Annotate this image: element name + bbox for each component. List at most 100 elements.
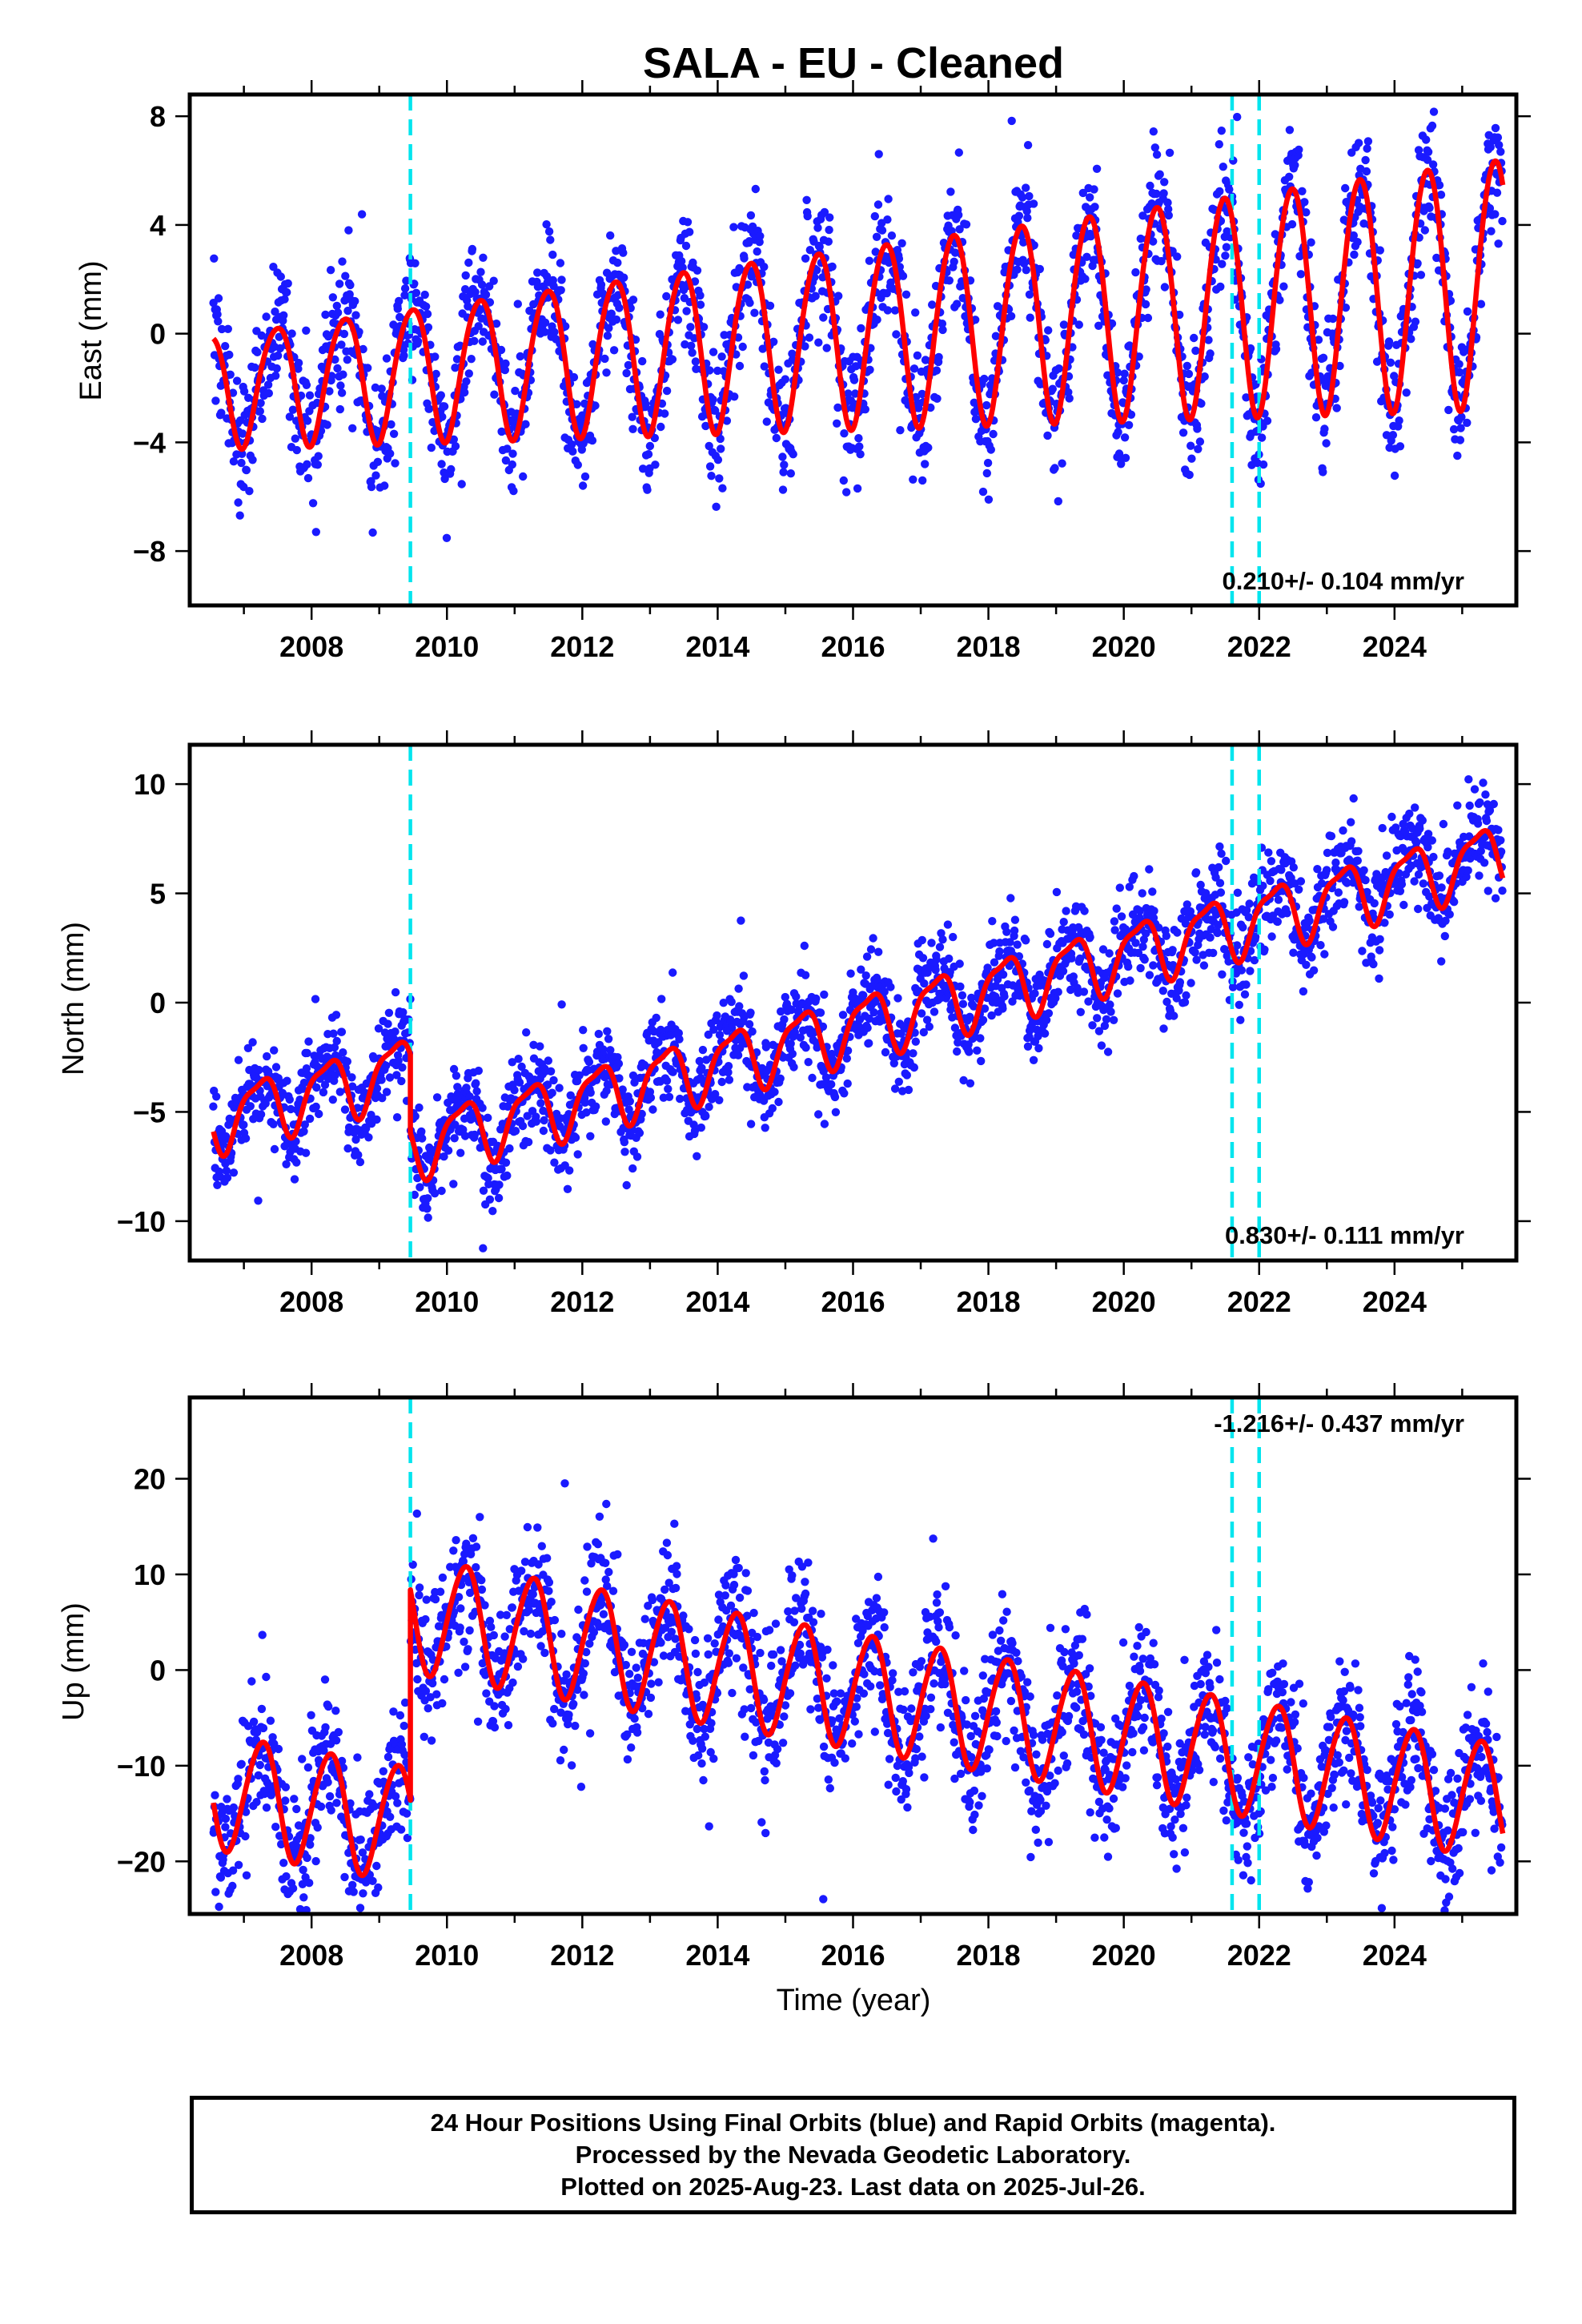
data-point [724, 1068, 733, 1077]
data-point [902, 1071, 912, 1080]
data-point [248, 1038, 257, 1047]
data-point [253, 348, 262, 356]
data-point [341, 271, 350, 280]
data-point [834, 292, 843, 300]
data-point [364, 1133, 373, 1142]
data-point [1022, 936, 1030, 945]
data-point [1046, 929, 1055, 939]
data-point [1425, 203, 1434, 212]
data-point [387, 420, 396, 429]
data-point [1479, 778, 1488, 787]
data-point [786, 469, 795, 478]
data-point [255, 1760, 264, 1770]
data-point [412, 288, 421, 297]
data-point [484, 1173, 492, 1183]
data-point [460, 1132, 470, 1140]
data-point [436, 391, 445, 400]
y-tick-label: 8 [150, 100, 166, 133]
data-point [833, 419, 841, 428]
data-point [1445, 910, 1454, 919]
data-point [1159, 1024, 1168, 1033]
data-point [290, 1175, 299, 1184]
data-point [1065, 394, 1074, 403]
data-point [572, 400, 581, 408]
data-point [1233, 112, 1242, 122]
data-point [743, 280, 753, 289]
data-point [1023, 214, 1032, 223]
data-point [872, 232, 881, 241]
data-point [1450, 898, 1459, 907]
data-point [918, 476, 927, 485]
data-point [1464, 866, 1472, 875]
data-point [1076, 1007, 1086, 1017]
data-point [1050, 464, 1059, 472]
data-point [311, 995, 320, 1003]
data-point [1347, 837, 1356, 846]
data-point [1418, 816, 1427, 825]
data-point [1429, 107, 1439, 116]
data-point [1138, 211, 1147, 220]
data-point [524, 1137, 533, 1147]
data-point [768, 1104, 777, 1113]
data-point [607, 309, 616, 318]
data-point [805, 333, 814, 342]
data-point [628, 1071, 638, 1080]
data-point [1257, 433, 1267, 442]
data-point [1054, 364, 1063, 373]
data-point [339, 1048, 347, 1057]
data-point [271, 308, 279, 316]
data-point [269, 1120, 278, 1129]
data-point [1191, 948, 1199, 957]
data-point [1363, 137, 1373, 146]
data-point [258, 414, 267, 424]
data-point [686, 323, 695, 332]
data-point [1493, 133, 1503, 142]
data-point [1464, 775, 1473, 784]
data-point [338, 257, 347, 266]
data-point [1094, 321, 1103, 330]
data-point [1489, 799, 1499, 809]
data-point [221, 1823, 230, 1831]
data-point [333, 308, 343, 317]
data-point [349, 1888, 358, 1896]
data-point [682, 307, 691, 316]
data-point [825, 225, 833, 235]
data-point [735, 361, 745, 371]
data-point [933, 394, 942, 403]
y-tick-label: −5 [133, 1096, 166, 1128]
data-point [305, 391, 315, 400]
data-point [238, 429, 247, 438]
data-point [816, 1008, 825, 1017]
data-point [801, 1043, 810, 1052]
data-point [674, 1028, 683, 1038]
data-point [471, 287, 480, 296]
data-point [842, 1054, 852, 1063]
data-point [962, 220, 971, 229]
data-point [294, 359, 303, 368]
data-point [846, 969, 855, 978]
data-point [628, 424, 637, 433]
data-point [314, 452, 323, 460]
data-point [319, 1088, 328, 1097]
data-point [582, 1108, 591, 1117]
data-point [958, 999, 968, 1008]
data-point [756, 231, 765, 240]
data-point [856, 450, 865, 459]
data-point [1000, 992, 1009, 1001]
north-y-label: North (mm) [57, 922, 90, 1076]
data-point [1382, 431, 1391, 440]
data-point [312, 1083, 321, 1092]
data-point [1124, 420, 1134, 429]
data-point [909, 364, 919, 373]
east-plot-area: 2008 2010 2012 2014 2016 2018 2020 2022 2024−8−4… [133, 80, 1531, 663]
data-point [339, 329, 349, 339]
data-point [890, 306, 900, 315]
data-point [697, 1063, 706, 1072]
data-point [927, 939, 936, 947]
data-point [733, 1051, 743, 1059]
data-point [221, 342, 230, 351]
data-point [274, 351, 283, 360]
data-point [343, 1057, 351, 1066]
data-point [705, 366, 714, 375]
data-point [1097, 1041, 1106, 1050]
